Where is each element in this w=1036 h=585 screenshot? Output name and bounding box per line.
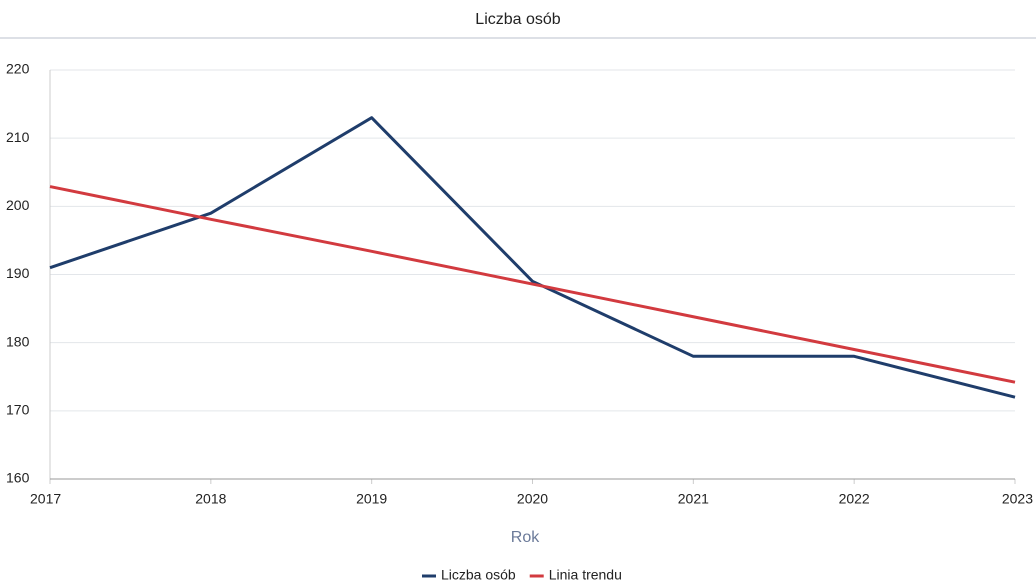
- x-axis-label: Rok: [511, 529, 540, 546]
- y-tick-label: 180: [6, 333, 30, 349]
- chart-title: Liczba osób: [475, 11, 560, 28]
- x-tick-label: 2022: [839, 491, 870, 507]
- y-tick-label: 170: [6, 402, 30, 418]
- x-tick-label: 2020: [517, 491, 548, 507]
- legend-label: Liczba osób: [441, 567, 516, 583]
- x-tick-label: 2019: [356, 491, 387, 507]
- y-tick-label: 160: [6, 470, 30, 486]
- y-tick-label: 200: [6, 197, 30, 213]
- x-tick-label: 2023: [1002, 491, 1033, 507]
- x-tick-label: 2021: [678, 491, 709, 507]
- series-line: [49, 185, 1016, 384]
- x-tick-label: 2017: [30, 491, 61, 507]
- x-tick-label: 2018: [195, 491, 226, 507]
- y-tick-label: 220: [6, 61, 30, 77]
- y-tick-label: 210: [6, 129, 30, 145]
- y-tick-label: 190: [6, 265, 30, 281]
- legend-label: Linia trendu: [549, 567, 622, 583]
- series-line: [49, 116, 1016, 399]
